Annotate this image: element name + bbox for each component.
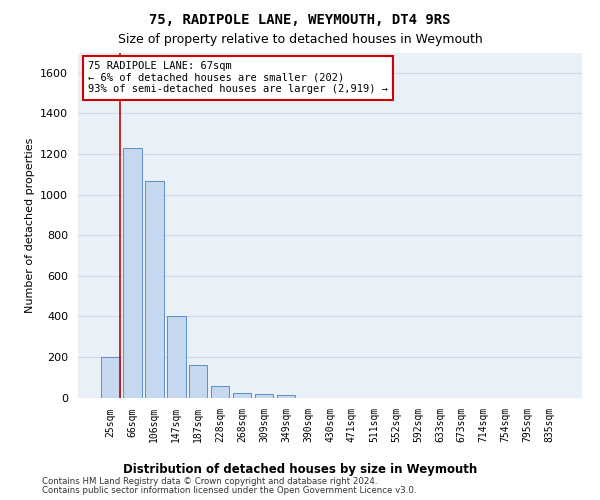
Bar <box>123 148 142 398</box>
Text: 75, RADIPOLE LANE, WEYMOUTH, DT4 9RS: 75, RADIPOLE LANE, WEYMOUTH, DT4 9RS <box>149 12 451 26</box>
Text: Distribution of detached houses by size in Weymouth: Distribution of detached houses by size … <box>123 462 477 475</box>
Bar <box>101 357 119 398</box>
Bar <box>189 365 208 398</box>
Text: Contains HM Land Registry data © Crown copyright and database right 2024.: Contains HM Land Registry data © Crown c… <box>42 477 377 486</box>
Bar <box>167 316 185 398</box>
Y-axis label: Number of detached properties: Number of detached properties <box>25 138 35 312</box>
Text: Contains public sector information licensed under the Open Government Licence v3: Contains public sector information licen… <box>42 486 416 495</box>
Bar <box>277 395 295 398</box>
Bar <box>233 394 251 398</box>
Text: 75 RADIPOLE LANE: 67sqm
← 6% of detached houses are smaller (202)
93% of semi-de: 75 RADIPOLE LANE: 67sqm ← 6% of detached… <box>88 61 388 94</box>
Bar <box>211 386 229 398</box>
Bar <box>145 182 164 398</box>
Text: Size of property relative to detached houses in Weymouth: Size of property relative to detached ho… <box>118 32 482 46</box>
Bar <box>255 394 274 398</box>
